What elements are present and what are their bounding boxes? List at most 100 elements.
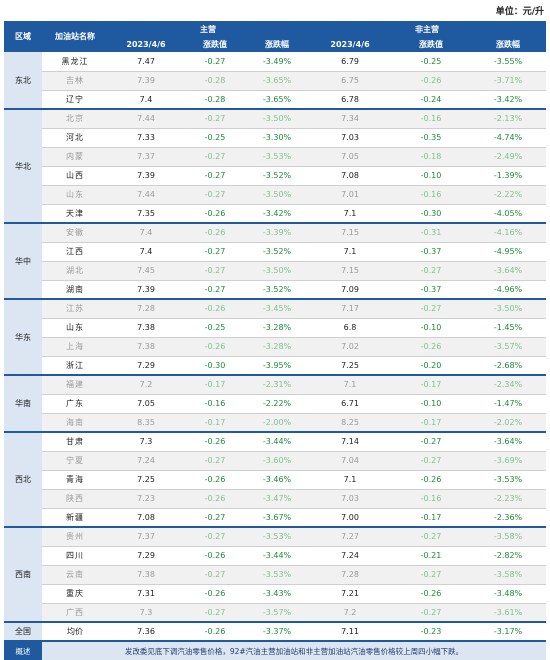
station-name: 北京 <box>42 109 108 129</box>
main-price: 8.35 <box>108 413 184 433</box>
main-change-pct: -3.52% <box>246 280 309 300</box>
nonmain-change-value: -0.17 <box>392 508 471 528</box>
region-cell: 华中 <box>4 223 42 300</box>
total-region: 全国 <box>4 622 42 642</box>
nonmain-price: 7.04 <box>308 451 393 471</box>
nonmain-change-value: -0.26 <box>392 584 471 604</box>
main-change-value: -0.27 <box>184 166 246 186</box>
main-change-value: -0.26 <box>184 489 246 509</box>
nonmain-price: 7.15 <box>308 261 393 281</box>
nonmain-price: 7.17 <box>308 299 393 319</box>
main-price: 7.38 <box>108 318 184 338</box>
main-change-pct: -3.53% <box>246 565 309 585</box>
header-nonmain-change-pct: 涨跌幅 <box>470 37 547 52</box>
main-change-pct: -3.42% <box>246 204 309 224</box>
station-name: 甘肃 <box>42 432 108 452</box>
nonmain-change-value: -0.16 <box>392 185 471 205</box>
note-label: 概述 <box>4 641 42 660</box>
table-row: 上海 7.38 -0.26 -3.28% 7.02 -0.26 -3.57% <box>4 337 547 357</box>
nonmain-price: 7.09 <box>308 280 393 300</box>
nonmain-price: 7.01 <box>308 185 393 205</box>
station-name: 辽宁 <box>42 90 108 110</box>
main-price: 7.38 <box>108 337 184 357</box>
nonmain-change-value: -0.26 <box>392 337 471 357</box>
nonmain-change-pct: -2.68% <box>470 356 547 376</box>
nonmain-price: 6.78 <box>308 90 393 110</box>
table-row: 吉林 7.39 -0.28 -3.65% 6.75 -0.26 -3.71% <box>4 71 547 91</box>
nonmain-change-value: -0.16 <box>392 109 471 129</box>
region-cell: 西北 <box>4 432 42 528</box>
main-change-value: -0.27 <box>184 185 246 205</box>
nonmain-change-pct: -3.55% <box>470 52 547 72</box>
table-row: 内蒙 7.37 -0.27 -3.53% 7.05 -0.18 -2.49% <box>4 147 547 167</box>
main-change-pct: -3.50% <box>246 185 309 205</box>
nonmain-change-value: -0.27 <box>392 527 471 547</box>
station-name: 贵州 <box>42 527 108 547</box>
station-name: 山东 <box>42 185 108 205</box>
main-change-pct: -3.47% <box>246 489 309 509</box>
total-main-change-pct: -3.37% <box>246 622 309 642</box>
total-nonmain-change-value: -0.23 <box>392 622 471 642</box>
table-row: 华南 福建 7.2 -0.17 -2.31% 7.1 -0.17 -2.34% <box>4 375 547 433</box>
nonmain-change-pct: -2.02% <box>470 413 547 433</box>
nonmain-change-pct: -3.58% <box>470 565 547 585</box>
main-change-pct: -3.67% <box>246 508 309 528</box>
main-price: 7.4 <box>108 242 184 262</box>
station-name: 海南 <box>42 413 108 433</box>
station-name: 湖南 <box>42 280 108 300</box>
main-change-pct: -2.31% <box>246 375 309 395</box>
nonmain-change-pct: -1.39% <box>470 166 547 186</box>
nonmain-change-value: -0.17 <box>392 375 471 395</box>
region-cell: 华北 <box>4 109 42 224</box>
table-row: 东北 黑龙江 7.47 -0.27 -3.49% 6.79 -0.25 -3.55% <box>4 52 547 110</box>
main-price: 7.23 <box>108 489 184 509</box>
note-text: 发改委见底下调汽油零售价格，92#汽油主营加油站和非主营加油站汽油零售价格较上周… <box>42 641 547 660</box>
nonmain-change-value: -0.26 <box>392 470 471 490</box>
main-change-pct: -3.28% <box>246 318 309 338</box>
nonmain-price: 6.79 <box>308 52 393 72</box>
table-row: 华东 江苏 7.28 -0.26 -3.45% 7.17 -0.27 -3.50% <box>4 299 547 376</box>
main-change-pct: -3.95% <box>246 356 309 376</box>
station-name: 河北 <box>42 128 108 148</box>
station-name: 广东 <box>42 394 108 414</box>
main-change-value: -0.27 <box>184 451 246 471</box>
nonmain-change-value: -0.21 <box>392 546 471 566</box>
main-change-pct: -3.65% <box>246 71 309 91</box>
main-change-value: -0.27 <box>184 508 246 528</box>
nonmain-change-pct: -2.49% <box>470 147 547 167</box>
table-row: 西南 贵州 7.37 -0.27 -3.53% 7.27 -0.27 -3.58% <box>4 527 547 623</box>
table-row: 重庆 7.31 -0.26 -3.43% 7.21 -0.26 -3.48% <box>4 584 547 604</box>
nonmain-price: 7.1 <box>308 470 393 490</box>
main-change-pct: -3.53% <box>246 147 309 167</box>
main-change-pct: -3.52% <box>246 242 309 262</box>
nonmain-change-value: -0.37 <box>392 280 471 300</box>
table-row: 山西 7.39 -0.27 -3.52% 7.08 -0.10 -1.39% <box>4 166 547 186</box>
table-row: 陕西 7.23 -0.26 -3.47% 7.03 -0.16 -2.23% <box>4 489 547 509</box>
nonmain-change-value: -0.24 <box>392 90 471 110</box>
table-row: 华北 北京 7.44 -0.27 -3.50% 7.34 -0.16 -2.13% <box>4 109 547 224</box>
nonmain-change-pct: -1.47% <box>470 394 547 414</box>
main-change-pct: -3.46% <box>246 470 309 490</box>
main-change-value: -0.27 <box>184 603 246 623</box>
main-price: 7.28 <box>108 299 184 319</box>
nonmain-change-pct: -1.45% <box>470 318 547 338</box>
main-change-value: -0.26 <box>184 546 246 566</box>
table-row: 海南 8.35 -0.17 -2.00% 8.25 -0.17 -2.02% <box>4 413 547 433</box>
main-change-value: -0.30 <box>184 356 246 376</box>
nonmain-price: 7.1 <box>308 375 393 395</box>
main-price: 7.2 <box>108 375 184 395</box>
nonmain-price: 6.71 <box>308 394 393 414</box>
nonmain-change-value: -0.10 <box>392 394 471 414</box>
nonmain-change-pct: -2.34% <box>470 375 547 395</box>
table-row: 广西 7.3 -0.27 -3.57% 7.2 -0.27 -3.61% <box>4 603 547 623</box>
header-main-date: 2023/4/6 <box>108 37 184 52</box>
main-change-value: -0.26 <box>184 470 246 490</box>
main-change-pct: -3.57% <box>246 603 309 623</box>
main-change-value: -0.27 <box>184 147 246 167</box>
main-change-pct: -3.44% <box>246 546 309 566</box>
header-station: 加油站名称 <box>42 21 108 52</box>
main-change-value: -0.27 <box>184 52 246 72</box>
nonmain-price: 7.05 <box>308 147 393 167</box>
price-table: 区域 加油站名称 主营 非主营 2023/4/6 涨跌值 涨跌幅 2023/4/… <box>4 21 547 660</box>
station-name: 山西 <box>42 166 108 186</box>
